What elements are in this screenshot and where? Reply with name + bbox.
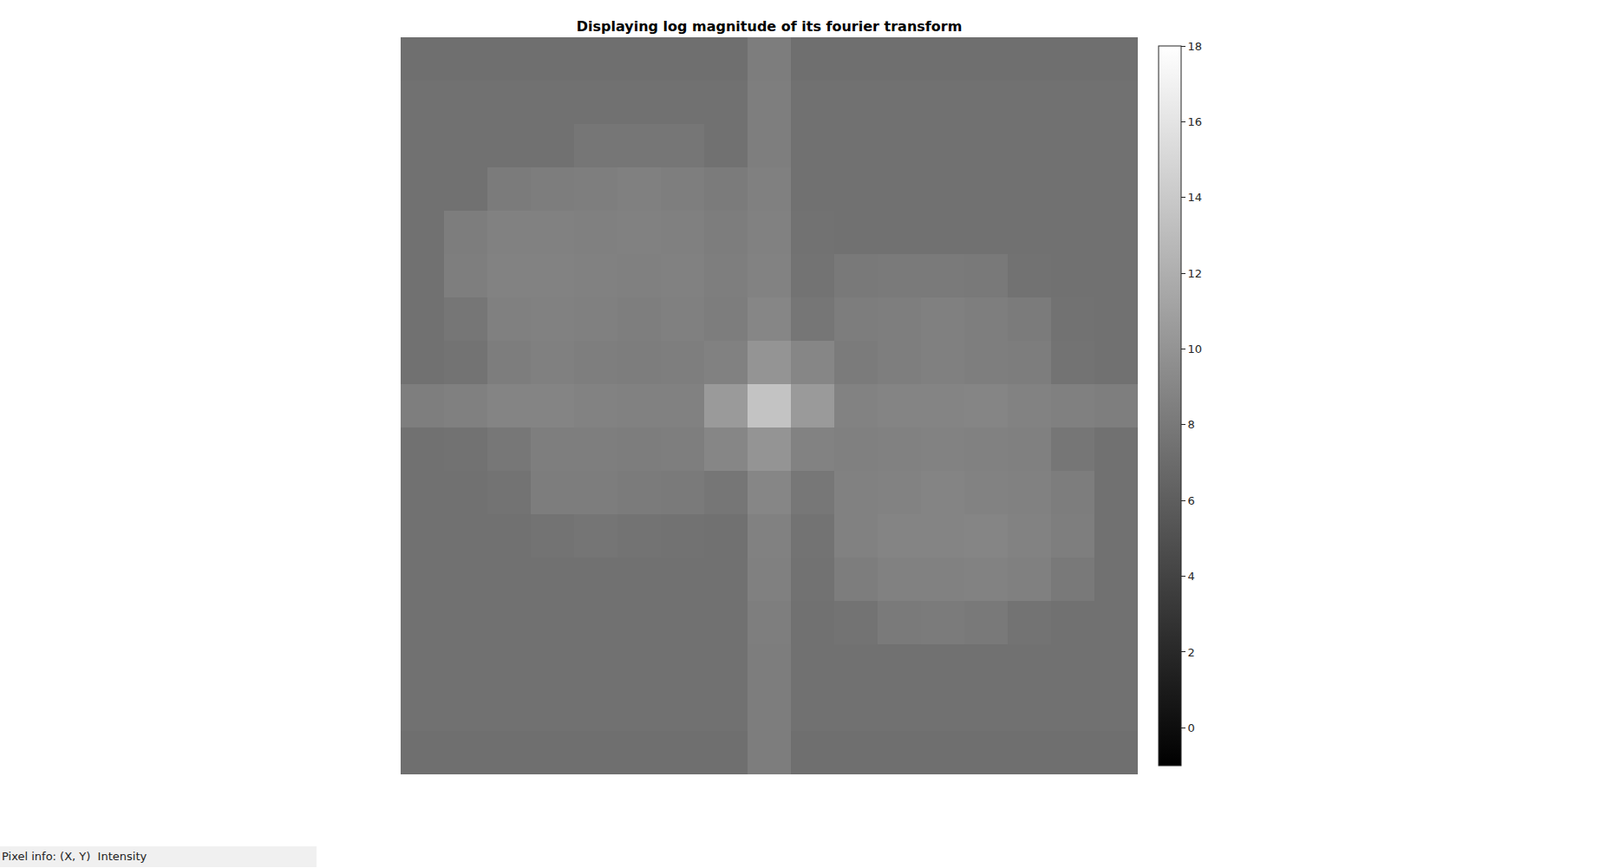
svg-text:18: 18 (1188, 39, 1203, 53)
svg-text:Displaying log magnitude of it: Displaying log magnitude of its fourier … (576, 18, 963, 35)
svg-text:12: 12 (1188, 267, 1203, 281)
html-text:Pixel info: (X, Y) Intensity: Pixel info: (X, Y) Intensity (1, 849, 147, 863)
svg-text:16: 16 (1188, 115, 1203, 129)
svg-text:2: 2 (1188, 646, 1196, 660)
svg-text:14: 14 (1188, 190, 1203, 204)
svg-text:0: 0 (1188, 721, 1196, 735)
svg-text:8: 8 (1188, 417, 1196, 432)
svg-text:4: 4 (1188, 569, 1196, 583)
svg-text:10: 10 (1188, 342, 1203, 356)
svg-text:6: 6 (1188, 494, 1196, 508)
